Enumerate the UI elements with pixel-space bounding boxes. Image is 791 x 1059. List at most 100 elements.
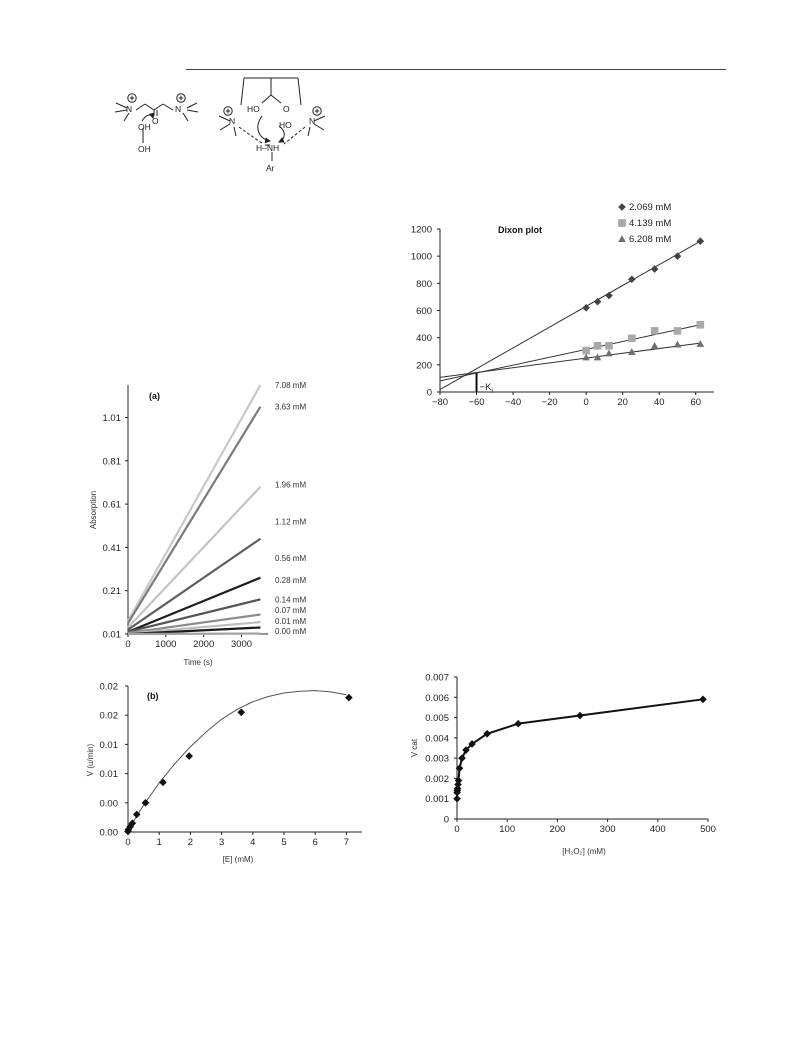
x-tick-label: 0 xyxy=(125,639,130,650)
dixon-point xyxy=(605,291,613,300)
data-point xyxy=(514,719,523,728)
dixon-point xyxy=(593,353,602,361)
y-tick-label: 400 xyxy=(416,333,432,344)
data-point xyxy=(468,740,476,748)
y-tick-label: 0.003 xyxy=(425,754,449,765)
x-axis-title: [H₂O₂] (mM) xyxy=(562,847,606,856)
scheme-atom-label: Ar xyxy=(266,163,275,173)
y-axis-title: V cat xyxy=(410,738,419,757)
positive-charge-icon xyxy=(223,106,233,116)
y-tick-label: 0 xyxy=(427,388,432,399)
x-tick-label: −40 xyxy=(505,397,521,408)
x-tick-label: 300 xyxy=(600,824,616,835)
absorption-series-line xyxy=(127,486,262,629)
y-tick-label: 1.01 xyxy=(103,413,122,424)
chart-title: (a) xyxy=(149,391,160,401)
dixon-point xyxy=(673,327,682,335)
y-tick-label: 800 xyxy=(416,279,432,290)
y-tick-label: 1200 xyxy=(411,225,432,236)
x-axis-title: Time (s) xyxy=(183,658,212,667)
x-tick-label: 1 xyxy=(157,837,162,848)
data-point xyxy=(483,730,491,738)
scheme-atom-label: H xyxy=(273,143,279,153)
dixon-point xyxy=(696,339,705,347)
scheme-right-molecule xyxy=(218,77,326,161)
chemical-scheme xyxy=(114,77,326,161)
data-point xyxy=(159,778,167,787)
x-tick-label: 0 xyxy=(125,837,130,848)
x-tick-label: 2000 xyxy=(193,639,214,650)
data-point xyxy=(458,754,466,762)
x-tick-label: 4 xyxy=(250,837,255,848)
x-tick-label: 1000 xyxy=(155,639,176,650)
data-point xyxy=(462,746,470,754)
dixon-point xyxy=(628,348,636,355)
data-point xyxy=(455,764,464,773)
x-tick-label: −20 xyxy=(542,397,558,408)
positive-charge-icon xyxy=(176,93,186,103)
y-tick-label: 0.001 xyxy=(425,794,449,805)
dixon-point xyxy=(582,346,590,355)
y-tick-label: 0.01 xyxy=(100,740,119,751)
data-point xyxy=(454,780,462,789)
legend-marker xyxy=(618,203,626,211)
legend-marker xyxy=(618,219,626,227)
x-tick-label: 2 xyxy=(188,837,193,848)
x-tick-label: 60 xyxy=(690,397,701,408)
y-tick-label: 0.21 xyxy=(103,586,122,597)
legend-label: 4.139 mM xyxy=(629,218,671,229)
data-point xyxy=(453,794,461,803)
series-label: 0.14 mM xyxy=(275,595,306,604)
data-point xyxy=(699,695,707,704)
y-tick-label: 0.01 xyxy=(103,630,122,641)
y-tick-label: 0.81 xyxy=(103,456,122,467)
legend-label: 6.208 mM xyxy=(629,234,671,245)
y-tick-label: 0.00 xyxy=(100,828,119,839)
dixon-point xyxy=(605,342,613,350)
x-tick-label: 0 xyxy=(583,397,588,408)
dixon-point xyxy=(650,342,659,349)
dixon-point xyxy=(593,342,602,350)
dixon-fit-line xyxy=(439,240,701,390)
x-axis-title: [E] (mM) xyxy=(223,855,254,864)
scheme-atom-label: O xyxy=(283,104,290,114)
data-point xyxy=(454,776,463,785)
series-label: 1.12 mM xyxy=(275,517,306,526)
data-point xyxy=(128,819,137,828)
y-tick-label: 0.61 xyxy=(103,500,122,511)
dixon-fit-line xyxy=(439,342,701,378)
x-tick-label: −80 xyxy=(432,397,448,408)
scheme-atom-label: H–N xyxy=(256,143,273,153)
y-tick-label: 0.41 xyxy=(103,543,122,554)
series-label: 0.28 mM xyxy=(275,576,306,585)
absorption-series-line xyxy=(127,384,262,622)
y-tick-label: 0.01 xyxy=(100,769,119,780)
x-tick-label: 5 xyxy=(281,837,286,848)
legend-marker xyxy=(618,235,626,243)
scheme-atom-label: OH xyxy=(138,144,151,154)
y-tick-label: 0.02 xyxy=(100,711,119,722)
y-tick-label: 0.02 xyxy=(100,682,119,693)
series-label: 0.07 mM xyxy=(275,606,306,615)
y-tick-label: 0.00 xyxy=(100,798,119,809)
y-tick-label: 0.007 xyxy=(425,673,449,684)
dixon-plot-chart: −80 −60 −40 −20 0 20 40 60020040060080010001200… xyxy=(411,202,714,408)
ki-annotation: −Ki xyxy=(480,382,494,395)
fit-curve xyxy=(127,690,347,831)
scheme-atom-label: N xyxy=(229,116,235,126)
dixon-point xyxy=(673,340,682,348)
absorption-series-line xyxy=(127,613,261,635)
x-tick-label: 400 xyxy=(650,824,666,835)
dixon-point xyxy=(650,265,659,273)
dixon-point xyxy=(673,252,682,260)
legend-label: 2.069 mM xyxy=(629,202,671,213)
x-tick-label: 3000 xyxy=(231,639,252,650)
series-label: 1.96 mM xyxy=(275,481,306,490)
y-axis-title: V (u/min) xyxy=(86,743,95,776)
y-tick-label: 0.004 xyxy=(425,733,449,744)
series-label: 0.01 mM xyxy=(275,617,306,626)
dixon-point xyxy=(628,334,636,343)
series-label: 7.08 mM xyxy=(275,381,306,390)
y-tick-label: 0.006 xyxy=(425,693,449,704)
